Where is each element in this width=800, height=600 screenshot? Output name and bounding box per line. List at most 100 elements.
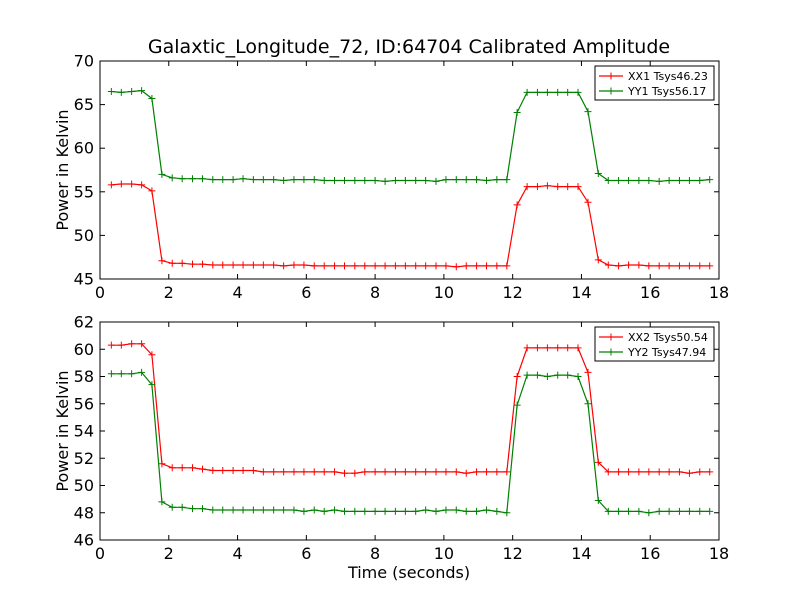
- legend-entry-2: YY1 Tsys56.17: [627, 85, 706, 98]
- data-point: [412, 507, 420, 515]
- y-tick-label: 58: [74, 367, 94, 386]
- data-point: [503, 262, 511, 270]
- data-point: [351, 469, 359, 477]
- data-point: [584, 400, 592, 408]
- data-point: [117, 88, 125, 96]
- data-point: [625, 176, 633, 184]
- data-point: [533, 371, 541, 379]
- data-point: [645, 176, 653, 184]
- data-point: [361, 468, 369, 476]
- data-point: [513, 401, 521, 409]
- data-point: [696, 262, 704, 270]
- data-point: [483, 506, 491, 514]
- data-point: [533, 88, 541, 96]
- x-tick-label: 10: [434, 544, 454, 563]
- data-point: [198, 260, 206, 268]
- data-point: [706, 262, 714, 270]
- y-tick-label: 50: [74, 226, 94, 245]
- data-point: [696, 176, 704, 184]
- data-point: [280, 468, 288, 476]
- x-tick-label: 16: [640, 544, 660, 563]
- y-tick-label: 54: [74, 422, 94, 441]
- data-point: [158, 170, 166, 178]
- legend-entry-2: YY2 Tsys47.94: [627, 346, 706, 359]
- data-point: [341, 507, 349, 515]
- data-point: [675, 176, 683, 184]
- data-point: [189, 505, 197, 513]
- data-point: [604, 507, 612, 515]
- y-tick-label: 62: [74, 313, 94, 332]
- y-tick-label: 55: [74, 182, 94, 201]
- data-point: [148, 351, 156, 359]
- data-point: [604, 176, 612, 184]
- data-point: [341, 469, 349, 477]
- data-point: [219, 467, 227, 475]
- data-point: [239, 467, 247, 475]
- data-point: [107, 181, 115, 189]
- legend-entry-1: XX1 Tsys46.23: [628, 70, 708, 83]
- data-point: [493, 507, 501, 515]
- data-point: [635, 468, 643, 476]
- data-point: [168, 464, 176, 472]
- data-point: [331, 262, 339, 270]
- data-point: [675, 468, 683, 476]
- data-point: [635, 176, 643, 184]
- data-point: [422, 506, 430, 514]
- data-point: [209, 467, 217, 475]
- data-point: [412, 468, 420, 476]
- data-point: [198, 175, 206, 183]
- data-point: [645, 468, 653, 476]
- data-point: [513, 108, 521, 116]
- data-point: [473, 176, 481, 184]
- data-point: [249, 176, 257, 184]
- data-point: [178, 503, 186, 511]
- x-tick-label: 8: [370, 544, 380, 563]
- data-point: [543, 373, 551, 380]
- data-point: [158, 257, 166, 265]
- data-point: [412, 176, 420, 184]
- data-point: [645, 262, 653, 270]
- data-point: [604, 261, 612, 269]
- data-point: [675, 262, 683, 270]
- data-point: [391, 468, 399, 476]
- data-point: [259, 506, 267, 514]
- data-point: [615, 468, 623, 476]
- axes-frame: [99, 60, 720, 280]
- data-point: [138, 181, 146, 189]
- data-point: [381, 177, 389, 185]
- data-point: [503, 468, 511, 476]
- top-plot-panel: 0 2 4 6 8 10 12 14 16 18 45 50 55 60 65 70 Power in Kelv…: [53, 52, 729, 303]
- data-point: [493, 262, 501, 270]
- data-point: [381, 262, 389, 270]
- data-point: [229, 261, 237, 269]
- data-point: [462, 469, 470, 477]
- y-axis-label: Power in Kelvin: [53, 109, 72, 230]
- data-point: [331, 176, 339, 184]
- data-point: [584, 368, 592, 376]
- data-point: [564, 344, 572, 352]
- data-point: [138, 340, 146, 348]
- data-point: [300, 261, 308, 269]
- data-point: [320, 262, 328, 270]
- data-point: [685, 262, 693, 270]
- data-point: [483, 468, 491, 476]
- data-point: [685, 507, 693, 515]
- y-tick-label: 45: [74, 270, 94, 289]
- x-tick-label: 6: [301, 283, 311, 302]
- y-tick-label: 46: [74, 531, 94, 550]
- data-point: [401, 468, 409, 476]
- data-point: [615, 176, 623, 184]
- data-point: [320, 468, 328, 476]
- data-point: [473, 507, 481, 515]
- data-point: [320, 507, 328, 515]
- data-point: [168, 174, 176, 182]
- data-point: [442, 468, 450, 476]
- data-point: [270, 176, 278, 184]
- data-point: [107, 370, 115, 378]
- data-point: [574, 344, 582, 352]
- data-point: [625, 507, 633, 515]
- data-point: [371, 176, 379, 184]
- y-tick-label: 52: [74, 449, 94, 468]
- data-point: [462, 176, 470, 184]
- x-tick-label: 0: [95, 544, 105, 563]
